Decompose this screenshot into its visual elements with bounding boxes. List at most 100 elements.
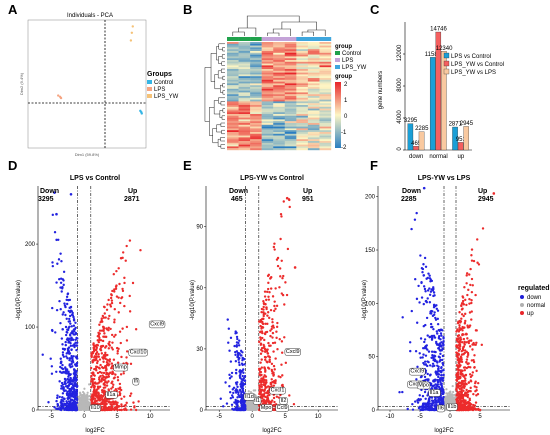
volcano-point-up	[102, 383, 106, 386]
heatmap-cell	[307, 45, 320, 48]
volcano-point-up	[107, 298, 110, 302]
volcano-point-down	[75, 355, 78, 358]
volcano-point-up	[274, 287, 277, 290]
heatmap-cell	[319, 142, 332, 145]
volcano-point-up	[117, 267, 120, 270]
heatmap-cell	[261, 74, 274, 77]
heatmap-cell	[307, 112, 320, 115]
volcano-point-up	[259, 374, 262, 377]
volcano-point-up	[106, 353, 109, 357]
heatmap-cell	[307, 49, 320, 52]
heatmap-cell	[261, 87, 274, 89]
volcano-point-up	[265, 330, 269, 334]
volcano-point-up	[119, 373, 123, 376]
volcano-point-up	[273, 368, 276, 371]
heatmap-cell	[227, 137, 239, 140]
volcano-point-up	[95, 344, 98, 348]
volcano-point-up	[280, 215, 283, 218]
volcano-point-up	[458, 311, 461, 314]
volcano-point-up	[108, 344, 111, 347]
volcano-point-down	[436, 380, 440, 384]
volcano-point-down	[231, 396, 235, 399]
volcano-point-up	[106, 408, 110, 411]
heatmap-cell	[238, 132, 251, 134]
heatmap-cell	[284, 97, 297, 100]
heatmap-cell	[273, 119, 285, 122]
heatmap-cell	[307, 87, 320, 89]
volcano-point-up	[262, 308, 265, 311]
volcano-point-down	[65, 369, 69, 373]
heatmap-cell	[319, 90, 332, 93]
heatmap-cell	[319, 106, 332, 109]
heatmap-cell	[273, 88, 285, 91]
heatmap-cell	[296, 70, 309, 73]
volcano-point-down	[429, 322, 433, 326]
volcano-point-up	[104, 406, 108, 409]
volcano-gene-label: Cxcl10	[130, 350, 147, 356]
volcano-point-normal	[81, 407, 85, 411]
volcano-point-down	[416, 401, 420, 404]
volcano-point-down	[63, 389, 66, 393]
heatmap-cell	[227, 52, 239, 55]
volcano-point-down	[436, 378, 439, 382]
volcano-point-up	[274, 357, 277, 360]
volcano-point-down	[66, 397, 69, 400]
volcano-point-down	[237, 361, 241, 364]
volcano-point-down	[75, 388, 78, 391]
volcano-point-up	[265, 360, 268, 363]
heatmap-cell	[261, 142, 274, 145]
volcano-point-down	[415, 297, 419, 301]
heatmap-cell	[319, 128, 332, 131]
heatmap-cell	[238, 94, 251, 97]
volcano-point-up	[108, 360, 111, 363]
heatmap-cell	[296, 65, 309, 68]
heatmap-cell	[284, 101, 297, 104]
volcano-point-up	[459, 338, 463, 341]
heatmap-cell	[227, 92, 239, 95]
heatmap-cell	[296, 105, 309, 107]
volcano-point-down	[68, 317, 71, 321]
volcano-point-up	[115, 295, 119, 298]
heatmap-cell	[296, 92, 309, 95]
heatmap-cell	[273, 70, 285, 73]
heatmap-cell	[296, 117, 309, 120]
heatmap-cell	[273, 146, 285, 149]
heatmap-cell	[250, 67, 262, 70]
heatmap-cell	[284, 65, 297, 68]
heatmap-cell	[261, 65, 274, 68]
heatmap-group-bar	[227, 37, 332, 41]
volcano-point-up	[273, 400, 276, 404]
heatmap-cell	[296, 142, 309, 145]
volcano-point-down	[415, 321, 419, 324]
heatmap-cell	[296, 76, 309, 79]
volcano-point-down	[415, 378, 418, 381]
volcano-point-down	[238, 376, 242, 379]
volcano-point-outlier	[119, 256, 123, 260]
heatmap-cell	[284, 90, 297, 93]
heatmap-scale-tick-neg1: -1	[341, 130, 347, 136]
volcano-point-down	[434, 400, 438, 404]
volcano-point-down	[233, 344, 236, 348]
volcano-point-down	[241, 363, 244, 367]
volcano-point-up	[458, 324, 461, 327]
heatmap-cell	[227, 49, 239, 52]
volcano-point-normal	[447, 398, 450, 402]
volcano-point-down	[424, 323, 427, 327]
heatmap-cell	[227, 60, 239, 62]
volcano-y-tick-label: 150	[365, 248, 376, 254]
volcano-gene-label: Il1	[254, 398, 260, 404]
volcano-point-up	[107, 375, 111, 378]
heatmap-cell	[284, 70, 297, 73]
volcano-point-down	[74, 326, 77, 330]
volcano-point-down	[64, 367, 67, 370]
volcano-point-down	[429, 290, 433, 293]
volcano-point-down	[70, 325, 73, 328]
heatmap-cell	[250, 128, 262, 131]
volcano-point-up	[470, 318, 473, 321]
heatmap-cell	[227, 108, 239, 111]
heatmap-cell	[227, 146, 239, 149]
heatmap-cell	[284, 139, 297, 142]
volcano-point-normal	[449, 396, 452, 399]
heatmap-cell	[296, 144, 309, 147]
volcano-point-up	[107, 347, 111, 350]
